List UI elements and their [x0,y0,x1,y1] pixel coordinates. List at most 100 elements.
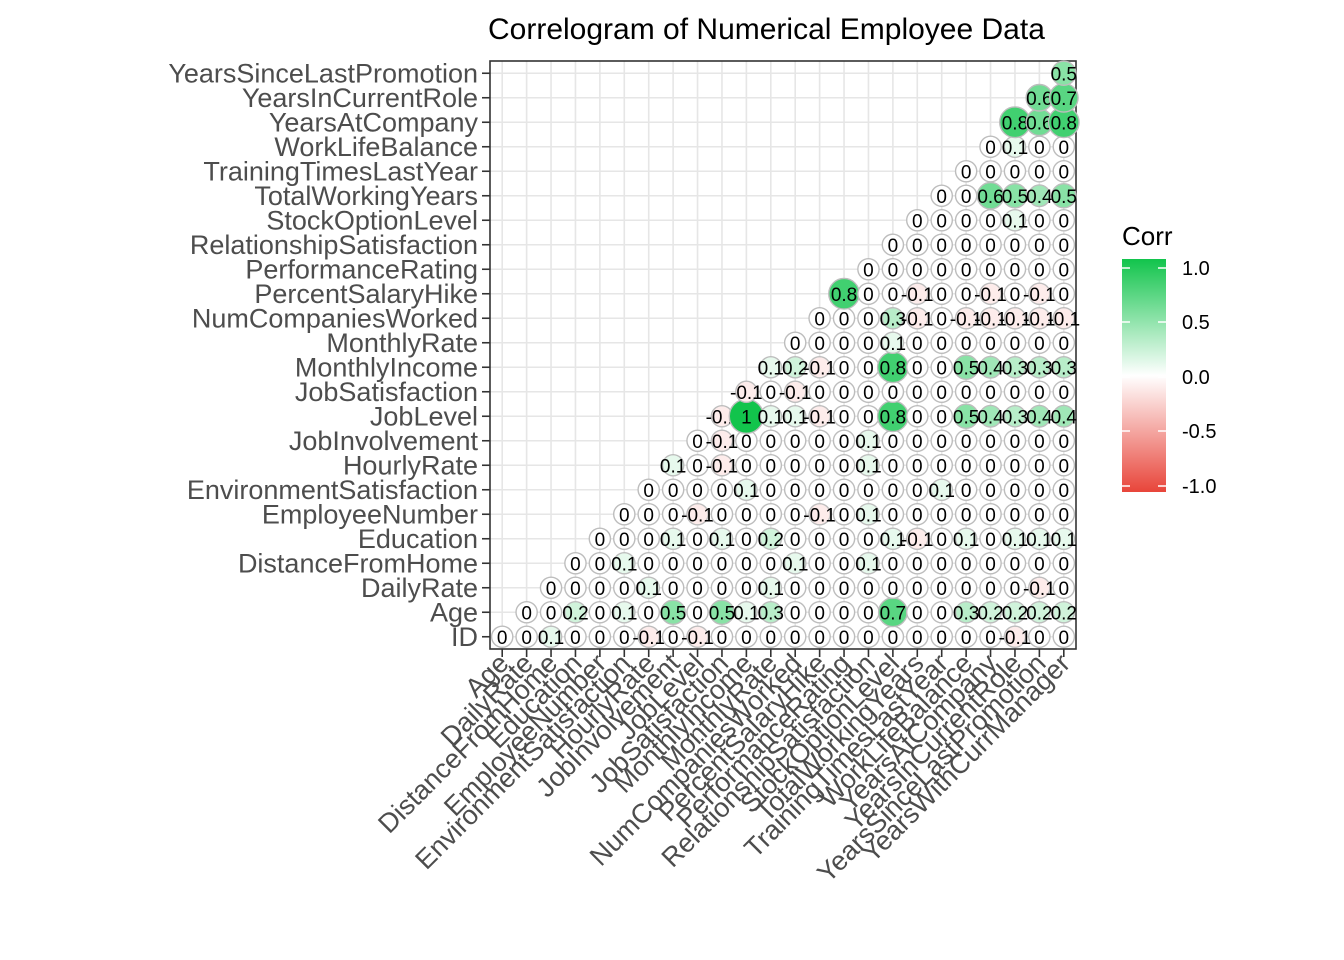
cell-value-label: 0.1 [709,530,735,551]
cell-marker [1028,331,1051,355]
cell-marker [979,600,1002,624]
cell-marker [979,135,1002,159]
cell-value-label: 0 [839,603,850,624]
cell-value-label: 0.1 [611,603,637,624]
cell-marker [954,478,978,502]
cell-marker [1003,576,1027,600]
cell-marker [759,404,783,428]
cell-marker [954,429,978,453]
cell-marker [735,380,758,404]
y-tick-label: TotalWorkingYears [254,181,478,211]
cell-marker [930,453,954,477]
cell-value-label: 0 [961,579,972,600]
cell-marker [954,306,978,330]
cell-marker [612,551,636,575]
cell-value-label: 0 [643,481,654,502]
cell-value-label: 0 [1010,432,1021,453]
cell-marker [954,208,978,232]
cell-value-label: 0.1 [855,505,881,526]
cell-value-label: 0.6 [1026,113,1052,134]
cell-marker [954,453,978,477]
cell-value-label: 0 [863,579,874,600]
cell-marker [1052,380,1076,404]
cell-value-label: 0 [643,530,654,551]
cell-value-label: 0 [1059,579,1070,600]
cell-value-label: 0 [985,432,996,453]
cell-value-label: -0.1 [681,505,714,526]
cell-marker [1028,159,1051,183]
cell-value-label: 0.1 [538,628,564,649]
cell-marker [686,478,709,502]
cell-value-label: -0.1 [706,432,739,453]
cell-value-label: 0 [1059,211,1070,232]
cell-marker [1003,453,1027,477]
cell-marker [564,551,587,575]
cell-value-label: 0 [985,505,996,526]
cell-value-label: 0 [595,579,606,600]
cell-marker [832,478,856,502]
cell-marker [1052,478,1076,502]
cell-marker [783,355,807,379]
cell-value-label: -0.1 [681,628,714,649]
cell-marker [832,453,856,477]
cell-value-label: 0.2 [1002,603,1028,624]
cell-marker [808,625,831,649]
cell-marker [954,159,978,183]
cell-marker [661,453,685,477]
cell-value-label: 0.3 [758,603,784,624]
cell-marker [1052,257,1076,281]
cell-value-label: 0 [643,554,654,575]
cell-value-label: 0.5 [1051,64,1077,85]
axis-layer: IDAgeDailyRateDistanceFromHomeEducationE… [168,58,1076,888]
y-tick-label: StockOptionLevel [266,205,478,235]
cell-value-label: 0 [546,603,557,624]
cell-value-label: 0 [863,285,874,306]
cell-value-label: 0 [1059,554,1070,575]
cell-value-label: 0.4 [1051,407,1078,428]
cell-marker [709,599,735,626]
y-tick-label: YearsInCurrentRole [242,83,478,113]
y-tick-label: MonthlyIncome [295,352,478,382]
cell-value-label: 0 [717,554,728,575]
cell-value-label: 0 [912,456,923,477]
cell-value-label: 0 [985,530,996,551]
cell-value-label: 0 [936,628,947,649]
cell-value-label: 0 [985,481,996,502]
cell-marker [857,380,880,404]
cell-marker [979,257,1002,281]
cell-value-label: 0.5 [953,407,979,428]
cell-marker [881,576,905,600]
cell-value-label: 0 [961,505,972,526]
cell-value-label: 0 [521,603,532,624]
cell-value-label: 0 [766,554,777,575]
cell-marker [539,600,563,624]
cell-value-label: 0 [912,628,923,649]
cell-marker [661,527,685,551]
cell-value-label: 0 [863,628,874,649]
cell-marker [930,282,954,306]
cell-marker [954,502,978,526]
cell-marker [686,502,709,526]
cell-value-label: 0 [595,530,606,551]
cell-value-label: -0.1 [803,358,836,379]
cell-marker [1052,600,1076,624]
cell-marker [735,453,758,477]
cell-marker [930,527,954,551]
cell-value-label: 0 [839,358,850,379]
cell-value-label: 0 [1010,579,1021,600]
cell-value-label: 0 [912,554,923,575]
cell-value-label: 0 [668,481,679,502]
cell-value-label: -0.1 [1047,309,1080,330]
cell-marker [661,576,685,600]
cell-value-label: 0 [790,456,801,477]
cell-marker [930,208,954,232]
cell-value-label: -0.1 [999,309,1032,330]
cell-marker [783,331,807,355]
cell-value-label: 0 [595,603,606,624]
cell-marker [954,257,978,281]
cell-marker [954,576,978,600]
cell-value-label: 0 [570,579,581,600]
cell-value-label: 0 [1034,505,1045,526]
cell-marker [661,551,685,575]
cell-value-label: 0 [985,162,996,183]
